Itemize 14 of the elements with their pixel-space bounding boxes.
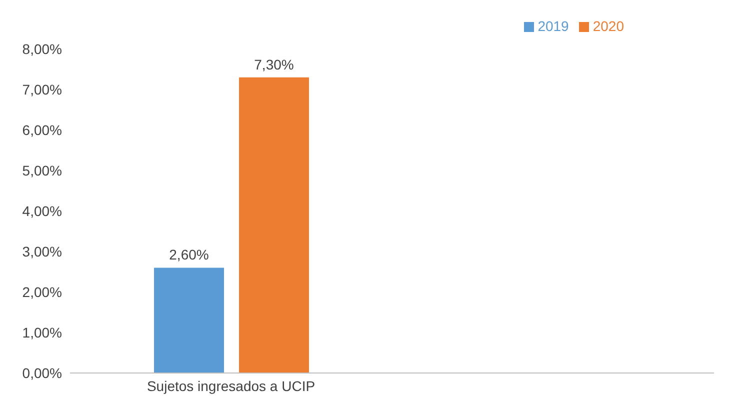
y-tick-label: 0,00% (22, 364, 62, 381)
y-tick-label: 3,00% (22, 243, 62, 260)
x-tick-label: Sujetos ingresados a UCIP (146, 378, 316, 394)
y-tick-label: 7,00% (22, 81, 62, 98)
data-label: 2,60% (169, 246, 209, 263)
data-label: 7,30% (254, 56, 294, 72)
y-tick-label: 6,00% (22, 122, 62, 138)
y-tick-label: 4,00% (22, 202, 62, 219)
y-tick-label: 5,00% (22, 162, 62, 178)
y-tick-label: 1,00% (22, 324, 62, 340)
y-tick-label: 2,00% (22, 284, 62, 300)
y-tick-label: 8,00% (22, 40, 62, 57)
legend-label: 2020 (592, 18, 624, 34)
legend-label: 2019 (538, 18, 569, 34)
